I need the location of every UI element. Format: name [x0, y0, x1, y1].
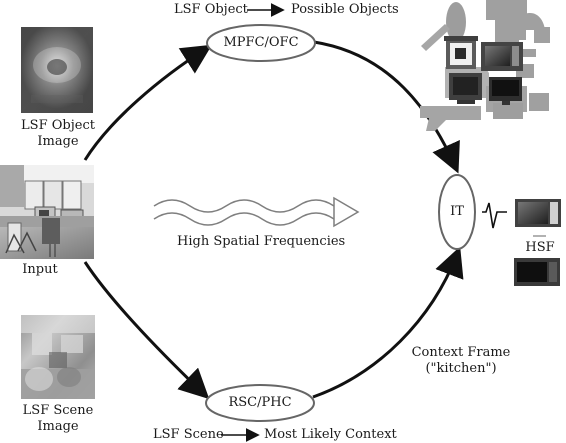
arrow-rsc-to-it — [312, 246, 464, 399]
arrow-mpfc-to-it — [313, 40, 460, 174]
it-node-label: IT — [450, 204, 464, 219]
possible-objects-cluster — [420, 0, 550, 131]
hsf-oven-image — [514, 258, 560, 286]
lsf-scene-image — [21, 315, 95, 399]
lsf-object-image — [21, 27, 93, 113]
input-label: Input — [22, 262, 58, 277]
bottom-left-flow-label: LSF Scene — [153, 427, 224, 442]
it-node-shape — [438, 174, 476, 250]
it-response-spike — [482, 202, 507, 229]
top-left-flow-label: LSF Object — [174, 2, 248, 17]
lsf-scene-image-label: LSF Scene Image — [22, 403, 94, 434]
rsc-node-label: RSC/PHC — [228, 395, 292, 410]
context-frame-label: Context Frame ("kitchen") — [411, 345, 511, 376]
rsc-node-shape — [205, 384, 315, 422]
high-spatial-frequency-arrow — [153, 196, 360, 228]
hsf-microwave-image — [515, 199, 561, 227]
lsf-object-image-label: LSF Object Image — [21, 118, 95, 149]
arrow-to-mpfc — [83, 44, 213, 161]
mpfc-node-shape — [206, 24, 316, 62]
input-kitchen-image — [0, 165, 94, 259]
mpfc-node-label: MPFC/OFC — [223, 35, 299, 50]
high-spatial-frequencies-label: High Spatial Frequencies — [177, 234, 346, 249]
top-right-flow-label: Possible Objects — [291, 2, 399, 17]
arrow-to-rsc — [83, 261, 210, 400]
bottom-right-flow-label: Most Likely Context — [264, 427, 397, 442]
hsf-label: HSF — [525, 240, 555, 255]
